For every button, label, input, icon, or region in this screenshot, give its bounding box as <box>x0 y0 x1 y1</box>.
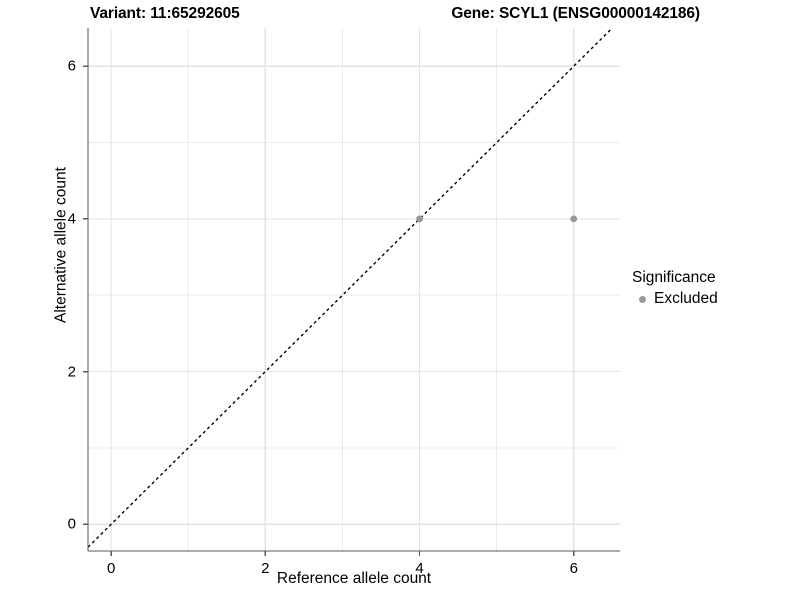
data-points-group <box>416 215 578 223</box>
plot-canvas <box>88 28 620 551</box>
y-tick-label: 6 <box>67 57 76 75</box>
reference-line <box>88 28 613 548</box>
diagonal-reference-line <box>88 28 613 548</box>
x-axis-title: Reference allele count <box>276 570 432 587</box>
minor-gridlines <box>88 28 620 551</box>
data-point[interactable] <box>570 215 578 223</box>
legend: Significance Excluded <box>632 268 792 310</box>
y-axis-title: Alternative allele count <box>52 167 70 323</box>
major-gridlines <box>88 28 620 551</box>
y-tick-label: 4 <box>67 210 76 228</box>
point-marker-icon <box>632 289 652 309</box>
x-tick-label: 2 <box>261 560 270 577</box>
y-tick-label: 0 <box>67 515 76 533</box>
legend-title: Significance <box>632 269 716 286</box>
gene-title: Gene: SCYL1 (ENSG00000142186) <box>451 5 700 22</box>
variant-title: Variant: 11:65292605 <box>90 5 240 22</box>
legend-item[interactable]: Excluded <box>632 288 792 310</box>
legend-items: Excluded <box>632 288 792 310</box>
x-tick-label: 0 <box>106 560 116 577</box>
x-tick-label: 4 <box>415 560 424 577</box>
y-tick-label: 2 <box>67 363 76 381</box>
legend-item-label: Excluded <box>654 290 718 307</box>
plot-panel <box>88 28 620 551</box>
data-point[interactable] <box>416 215 423 223</box>
figure-title-row: Variant: 11:65292605 Gene: SCYL1 (ENSG00… <box>88 0 708 28</box>
x-tick-label: 6 <box>569 560 578 577</box>
